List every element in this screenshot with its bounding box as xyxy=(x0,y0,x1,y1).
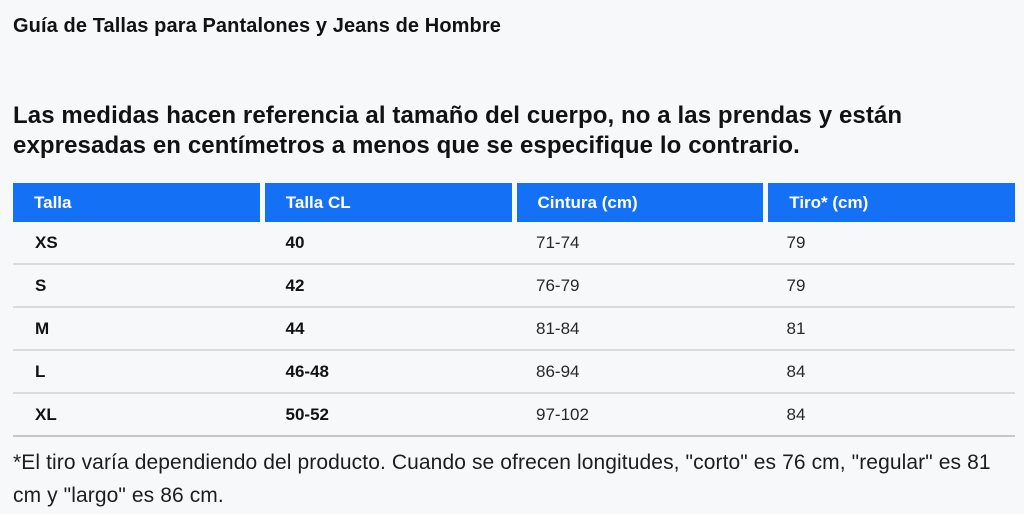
page-title: Guía de Tallas para Pantalones y Jeans d… xyxy=(13,15,501,37)
table-cell: 71-74 xyxy=(536,232,580,252)
table-cell: 79 xyxy=(786,275,806,295)
table-cell: 50-52 xyxy=(285,404,329,424)
column-header-tiro-cm: Tiro* (cm) xyxy=(768,183,1015,222)
table-row: XL 50-52 97-102 84 xyxy=(13,394,1015,437)
table-cell: 42 xyxy=(285,275,305,295)
table-row: M 44 81-84 81 xyxy=(13,308,1015,351)
table-cell: 84 xyxy=(786,361,806,381)
table-cell: 44 xyxy=(285,318,305,338)
measurement-disclaimer-text: Las medidas hacen referencia al tamaño d… xyxy=(13,102,903,159)
table-row: XS 40 71-74 79 xyxy=(13,222,1015,265)
table-cell: M xyxy=(35,318,50,338)
table-cell: 40 xyxy=(285,232,305,252)
size-table-body: XS 40 71-74 79 S 42 76-79 79 M 44 81-84 81 L 46-48 86-… xyxy=(13,222,1015,437)
table-cell: 84 xyxy=(786,404,806,424)
table-cell: 76-79 xyxy=(536,275,580,295)
column-header-talla-cl: Talla CL xyxy=(264,183,512,222)
size-table: Talla Talla CL Cintura (cm) Tiro* (cm) XS 40… xyxy=(13,183,1015,437)
table-cell: XL xyxy=(35,404,57,424)
table-cell: 97-102 xyxy=(536,404,589,424)
table-cell: S xyxy=(35,275,47,295)
tiro-footnote-text: *El tiro varía dependiendo del producto.… xyxy=(13,451,991,507)
table-cell: L xyxy=(35,361,46,381)
column-header-cintura-cm: Cintura (cm) xyxy=(516,183,764,222)
table-cell: 86-94 xyxy=(536,361,580,381)
table-cell: 81 xyxy=(786,318,806,338)
column-header-talla: Talla xyxy=(13,183,260,222)
table-row: L 46-48 86-94 84 xyxy=(13,351,1015,394)
size-table-header-row: Talla Talla CL Cintura (cm) Tiro* (cm) xyxy=(13,183,1015,222)
table-cell: XS xyxy=(35,232,58,252)
table-row: S 42 76-79 79 xyxy=(13,265,1015,308)
table-cell: 79 xyxy=(786,232,806,252)
table-cell: 81-84 xyxy=(536,318,580,338)
table-cell: 46-48 xyxy=(285,361,329,381)
